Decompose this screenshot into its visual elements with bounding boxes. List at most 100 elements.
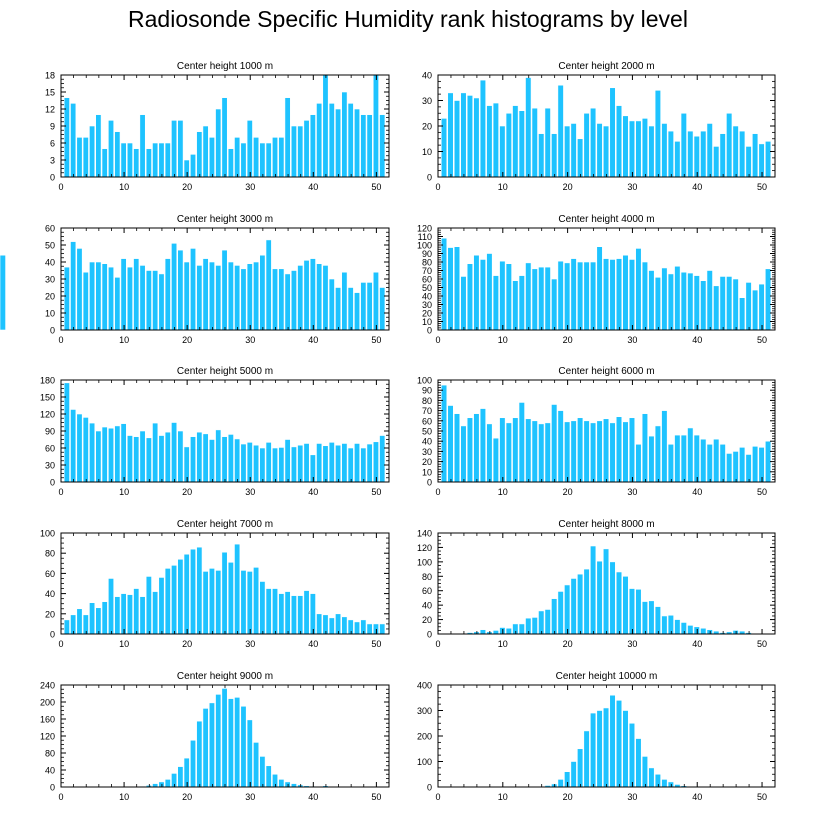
- bar: [341, 616, 348, 635]
- bar: [101, 148, 108, 178]
- bar: [284, 781, 291, 788]
- bar: [297, 444, 304, 483]
- y-tick-label: 80: [422, 572, 432, 582]
- bar: [240, 705, 247, 788]
- bar: [499, 260, 506, 331]
- bar: [687, 130, 694, 178]
- bar: [706, 123, 713, 178]
- x-tick-label: 50: [371, 792, 381, 802]
- bar: [648, 435, 655, 483]
- bar: [366, 114, 373, 178]
- bar: [525, 77, 532, 178]
- bar: [674, 265, 681, 331]
- y-tick-label: 0: [427, 173, 432, 183]
- bar: [479, 629, 487, 635]
- bar: [70, 614, 77, 635]
- y-tick-label: 40: [422, 292, 432, 302]
- bar: [609, 87, 616, 178]
- bar: [177, 766, 184, 788]
- y-tick-label: 140: [417, 529, 432, 539]
- bar: [641, 756, 649, 788]
- y-tick-label: 90: [45, 427, 55, 437]
- bar: [177, 430, 184, 483]
- y-tick-label: 150: [40, 393, 55, 403]
- bar: [538, 423, 545, 483]
- panel-title: Center height 1000 m: [177, 61, 273, 72]
- panel-title: Center height 9000 m: [177, 671, 273, 682]
- y-tick-label: 20: [422, 122, 432, 132]
- bar: [622, 254, 629, 331]
- bar: [564, 421, 571, 483]
- bar: [667, 614, 674, 635]
- bar: [602, 418, 610, 483]
- bar: [551, 278, 558, 331]
- bar: [259, 581, 266, 635]
- bar: [440, 237, 448, 331]
- bar: [460, 425, 467, 483]
- bar: [171, 773, 178, 788]
- bar: [512, 105, 519, 178]
- bar: [95, 261, 102, 331]
- bar: [479, 259, 487, 331]
- bar: [589, 712, 597, 788]
- bar: [752, 445, 759, 483]
- y-tick-label: 50: [422, 283, 432, 293]
- y-tick-label: 20: [422, 309, 432, 319]
- x-tick-label: 50: [757, 182, 767, 192]
- bar: [76, 608, 83, 635]
- bar: [95, 430, 102, 483]
- bar: [196, 431, 203, 483]
- bar: [719, 133, 726, 178]
- bar: [447, 247, 454, 331]
- x-tick-label: 10: [498, 182, 508, 192]
- bar: [272, 588, 279, 635]
- x-tick-label: 20: [182, 487, 192, 497]
- bar: [577, 261, 584, 331]
- bar: [700, 627, 707, 635]
- bar: [316, 443, 323, 483]
- bar: [366, 623, 373, 635]
- y-tick-label: 90: [422, 249, 432, 259]
- bar: [628, 722, 636, 788]
- bar: [372, 74, 379, 178]
- bar: [328, 442, 335, 483]
- bar: [108, 120, 115, 178]
- bar: [183, 261, 190, 331]
- bar: [177, 558, 184, 635]
- bar: [335, 108, 342, 178]
- bar: [648, 600, 655, 635]
- bar: [126, 142, 133, 178]
- bar: [577, 138, 584, 178]
- x-tick-label: 30: [627, 182, 637, 192]
- bar: [719, 443, 726, 483]
- bar: [635, 120, 642, 178]
- bar: [654, 276, 661, 331]
- bar: [139, 114, 146, 178]
- bar: [661, 779, 668, 788]
- x-tick-label: 40: [692, 335, 702, 345]
- bar: [234, 697, 241, 788]
- bar: [278, 268, 285, 331]
- y-tick-label: 30: [422, 300, 432, 310]
- bar: [460, 276, 467, 331]
- bar: [354, 621, 361, 635]
- bar: [628, 120, 636, 178]
- bar: [687, 272, 694, 331]
- bar: [139, 265, 146, 331]
- bar: [215, 429, 222, 483]
- bar: [473, 254, 480, 331]
- y-tick-label: 10: [45, 309, 55, 319]
- bar: [347, 287, 354, 331]
- bar: [615, 699, 623, 788]
- bar: [234, 543, 241, 635]
- x-tick-label: 20: [563, 792, 573, 802]
- y-tick-label: 120: [40, 410, 55, 420]
- y-tick-label: 0: [427, 326, 432, 336]
- bar: [89, 125, 96, 178]
- x-tick-label: 20: [563, 639, 573, 649]
- y-tick-label: 40: [422, 71, 432, 81]
- y-tick-label: 100: [417, 376, 432, 386]
- bar: [622, 115, 629, 178]
- bar: [589, 261, 597, 331]
